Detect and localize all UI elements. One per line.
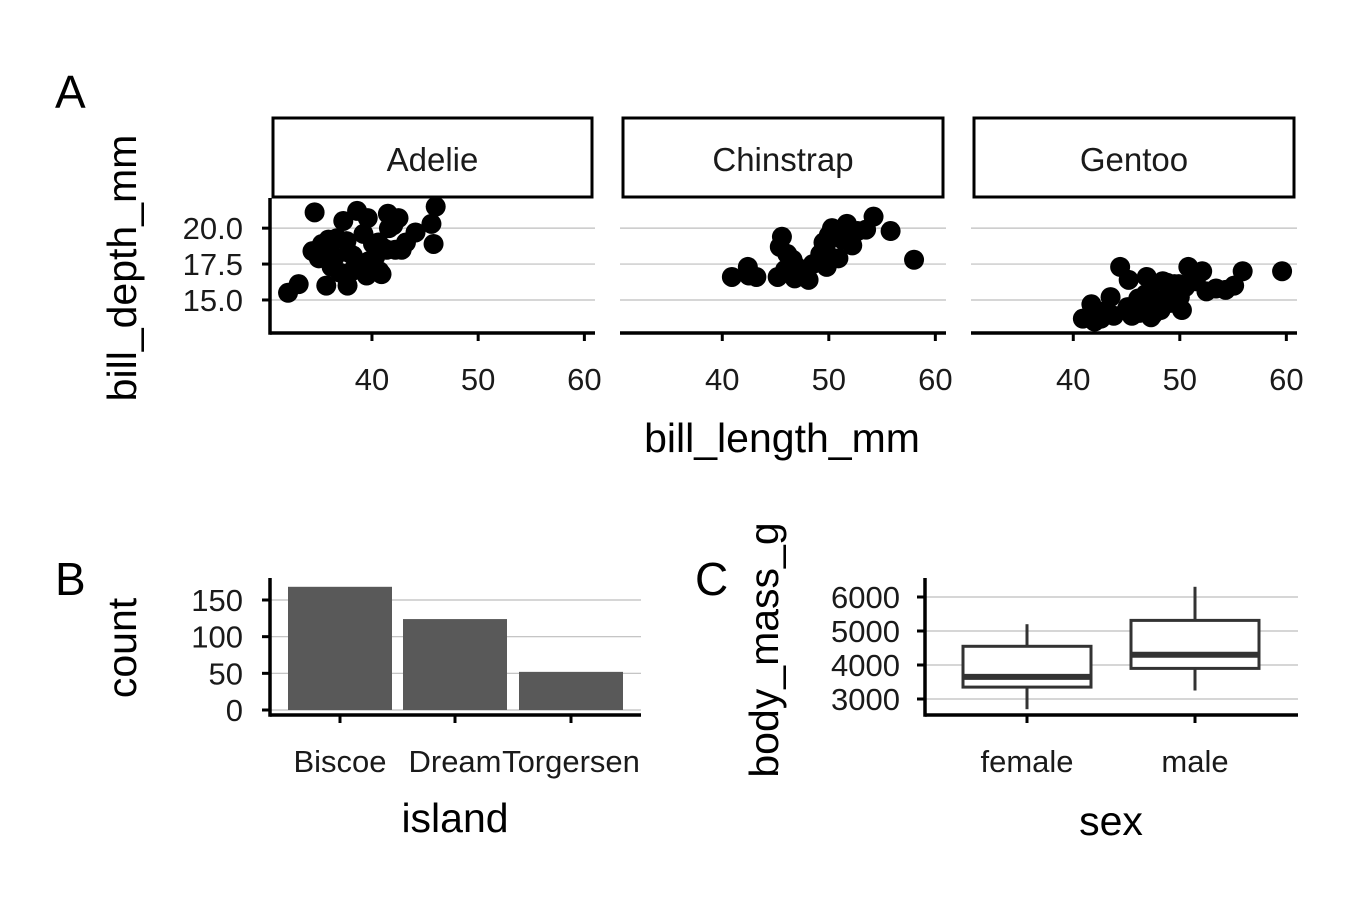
box-iqr [1129, 618, 1261, 670]
panel-tag-a: A [55, 66, 86, 118]
data-point [377, 203, 398, 224]
box-female [961, 624, 1093, 710]
data-point [333, 210, 354, 231]
data-point [304, 202, 325, 223]
y-tick-label: 0 [226, 693, 243, 728]
data-point [1272, 261, 1293, 282]
facet-strip-label: Chinstrap [712, 141, 853, 178]
data-point [337, 275, 358, 296]
box-male [1129, 586, 1261, 691]
x-tick-label: 40 [705, 362, 739, 397]
x-tick-label: Biscoe [293, 744, 386, 779]
y-tick-label: 3000 [831, 682, 900, 717]
data-point [856, 219, 877, 240]
data-point [369, 261, 390, 282]
x-tick-label: 60 [567, 362, 601, 397]
x-tick-label: 60 [1269, 362, 1303, 397]
x-tick-label: 50 [1163, 362, 1197, 397]
bar-dream [403, 619, 507, 710]
facet-chinstrap: Chinstrap 40 50 60 [620, 116, 953, 397]
data-point [1157, 272, 1178, 293]
x-tick-label: 50 [461, 362, 495, 397]
data-point [771, 226, 792, 247]
facet-strip [972, 116, 1296, 199]
data-point [828, 248, 849, 269]
panel-b: B count island Biscoe Dream Torgersen 05010… [55, 553, 641, 841]
panel-c: C body_mass_g sex female male 300040005000… [695, 522, 1298, 844]
x-tick-label: Dream [408, 744, 501, 779]
y-tick-label: 6000 [831, 580, 900, 615]
x-tick-label: 50 [812, 362, 846, 397]
data-point [798, 269, 819, 290]
data-point [342, 245, 363, 266]
data-point [1090, 308, 1111, 329]
y-tick-label: 5000 [831, 614, 900, 649]
x-tick-label: male [1161, 744, 1228, 779]
data-point [775, 259, 796, 280]
data-point [316, 275, 337, 296]
panel-tag-c: C [695, 553, 728, 605]
facet-strip [621, 116, 945, 199]
facet-strip-label: Adelie [387, 141, 479, 178]
y-tick-label: 17.5 [183, 247, 243, 282]
x-axis-title-a: bill_length_mm [644, 415, 920, 461]
data-point [1141, 307, 1162, 328]
x-axis-title-b: island [401, 795, 508, 841]
data-point [880, 221, 901, 242]
facet-gentoo: Gentoo 40 50 60 [971, 116, 1304, 397]
y-axis-title-c: body_mass_g [741, 522, 787, 777]
y-tick-label: 4000 [831, 648, 900, 683]
data-point [1118, 269, 1139, 290]
x-axis-title-c: sex [1079, 798, 1143, 844]
panel-tag-b: B [55, 553, 86, 605]
data-point [319, 248, 340, 269]
data-point [425, 198, 446, 217]
data-point [746, 266, 767, 287]
data-point [1136, 266, 1157, 287]
y-tick-label: 50 [209, 656, 243, 691]
data-point [1232, 261, 1253, 282]
points [1072, 256, 1293, 332]
x-tick-label: 40 [355, 362, 389, 397]
y-axis-title-b: count [99, 597, 145, 698]
bar-biscoe [288, 586, 392, 710]
y-tick-label: 150 [191, 583, 243, 618]
y-tick-label: 100 [191, 620, 243, 655]
data-point [1224, 275, 1245, 296]
x-tick-label: 40 [1056, 362, 1090, 397]
facet-strip [271, 116, 594, 199]
data-point [423, 233, 444, 254]
data-point [1192, 261, 1213, 282]
data-point [904, 249, 925, 270]
panel-a: A bill_depth_mm bill_length_mm Adelie 40 5… [55, 66, 1304, 461]
x-tick-label: female [980, 744, 1073, 779]
data-point [1165, 289, 1186, 310]
data-point [357, 208, 378, 229]
data-point [405, 222, 426, 243]
points [278, 198, 446, 303]
data-point [288, 274, 309, 295]
x-tick-label: Torgersen [502, 744, 640, 779]
data-point [802, 254, 823, 275]
y-axis-title-a: bill_depth_mm [99, 135, 145, 402]
data-point [421, 213, 442, 234]
y-tick-label: 20.0 [183, 211, 243, 246]
points [721, 206, 925, 290]
data-point [721, 266, 742, 287]
facet-adelie: Adelie 40 50 60 15.017.520.0 [183, 116, 602, 397]
bar-torgersen [519, 671, 623, 710]
data-point [1100, 287, 1121, 308]
box-iqr [961, 644, 1093, 689]
x-tick-label: 60 [918, 362, 952, 397]
y-tick-label: 15.0 [183, 283, 243, 318]
facet-strip-label: Gentoo [1080, 141, 1188, 178]
data-point [825, 226, 846, 247]
